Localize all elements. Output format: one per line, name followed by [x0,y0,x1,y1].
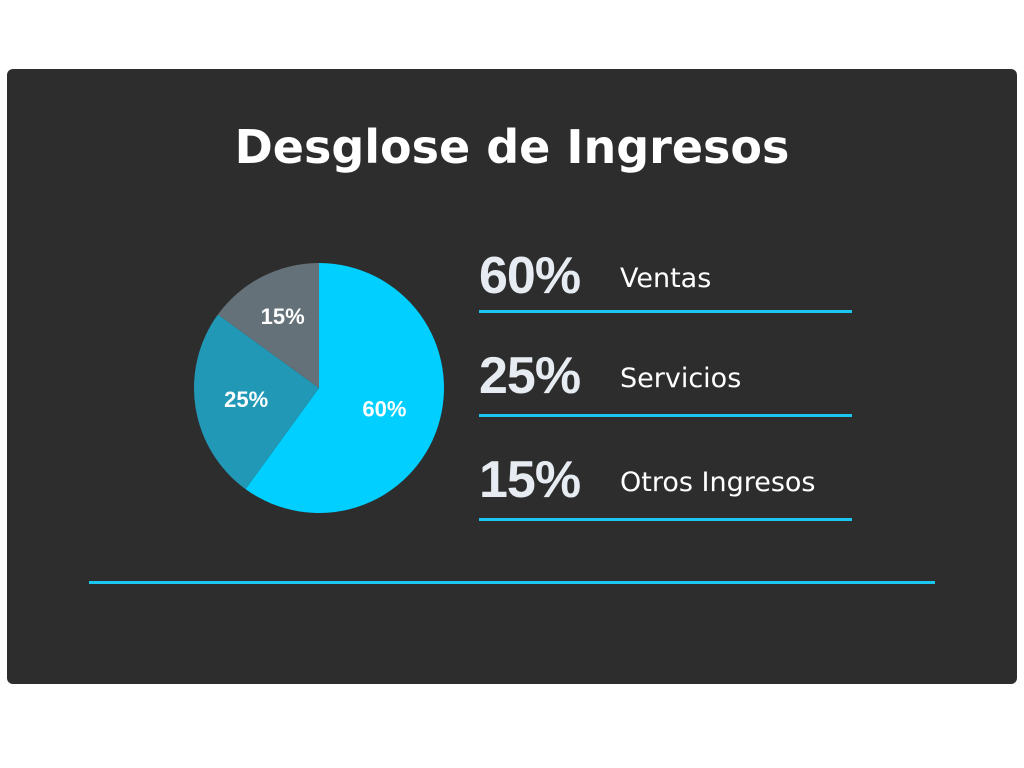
legend-underline [479,310,852,313]
legend-percent: 25% [479,347,581,405]
legend-underline [479,518,852,521]
pie-slice-servicios [194,314,319,490]
legend-label: Servicios [620,363,742,394]
pie-slice-label: 25% [224,387,268,412]
pie-slice-label: 15% [261,304,305,329]
legend-item-ventas: 60% Ventas [479,243,852,309]
pie-slice-ventas [245,263,444,513]
legend-percent: 60% [479,247,581,305]
bottom-divider [89,581,935,584]
legend-item-servicios: 25% Servicios [479,343,852,409]
pie-slice-label: 60% [362,397,406,422]
legend-percent: 15% [479,451,581,509]
legend-label: Ventas [620,263,712,294]
legend-underline [479,414,852,417]
legend-item-otros-ingresos: 15% Otros Ingresos [479,447,852,513]
chart-title: Desglose de Ingresos [234,120,790,174]
pie-slice-otros-ingresos [217,263,319,388]
legend-label: Otros Ingresos [620,467,816,498]
